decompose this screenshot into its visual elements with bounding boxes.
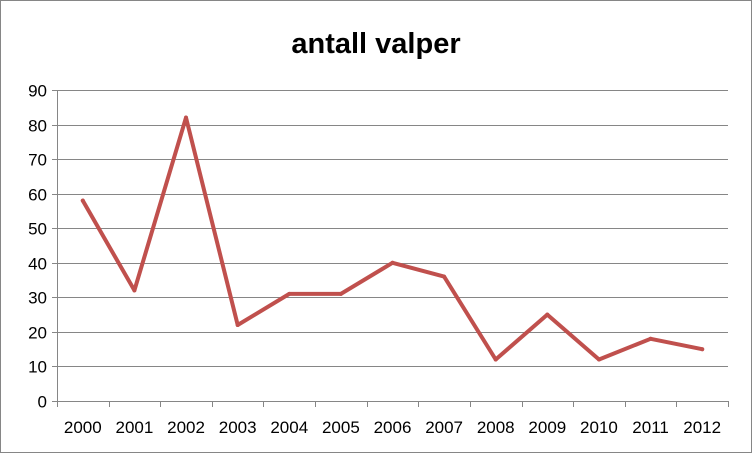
y-tick-label: 80 xyxy=(28,117,47,136)
x-tick-label: 2004 xyxy=(270,418,308,437)
data-point xyxy=(184,115,188,120)
x-tick-label: 2010 xyxy=(580,418,618,437)
series-line xyxy=(80,115,705,362)
x-axis-ticks: 2000 2001 2002 2003 2004 2005 2006 2007 2008 2009… xyxy=(64,418,721,437)
y-tick-label: 60 xyxy=(28,186,47,205)
y-tick-label: 90 xyxy=(28,82,47,101)
data-point xyxy=(597,357,601,362)
data-point xyxy=(493,357,498,362)
x-tick-label: 2011 xyxy=(632,418,669,437)
y-axis-ticks: 0 10 20 30 40 50 60 70 80 90 xyxy=(28,82,47,412)
x-tick-label: 2001 xyxy=(116,418,154,437)
data-point xyxy=(338,291,343,296)
data-point xyxy=(442,274,447,279)
x-tick-label: 2009 xyxy=(528,418,566,437)
x-tick-label: 2008 xyxy=(477,418,515,437)
x-tick-label: 2007 xyxy=(425,418,463,437)
y-tick-label: 70 xyxy=(28,151,47,170)
series xyxy=(80,115,705,362)
y-tick-label: 20 xyxy=(28,324,47,343)
data-point xyxy=(80,198,85,203)
gridlines xyxy=(57,90,728,367)
x-tick-label: 2002 xyxy=(167,418,205,437)
y-tick-label: 50 xyxy=(28,220,47,239)
x-tick-label: 2006 xyxy=(374,418,412,437)
data-point xyxy=(132,288,137,293)
data-point xyxy=(235,323,240,327)
x-tick-label: 2003 xyxy=(219,418,257,437)
y-tick-label: 40 xyxy=(28,255,47,274)
y-tick-label: 0 xyxy=(38,393,47,412)
y-tick-label: 10 xyxy=(28,358,47,377)
x-tick-label: 2005 xyxy=(322,418,360,437)
x-tick-label: 2012 xyxy=(683,418,721,437)
data-point xyxy=(648,336,653,341)
data-point xyxy=(700,347,705,352)
axes xyxy=(52,90,729,407)
chart-title: antall valper xyxy=(291,28,460,60)
y-tick-label: 30 xyxy=(28,289,47,308)
data-point xyxy=(390,260,395,265)
data-point xyxy=(545,312,550,317)
x-tick-label: 2000 xyxy=(64,418,102,437)
data-point xyxy=(287,291,292,296)
